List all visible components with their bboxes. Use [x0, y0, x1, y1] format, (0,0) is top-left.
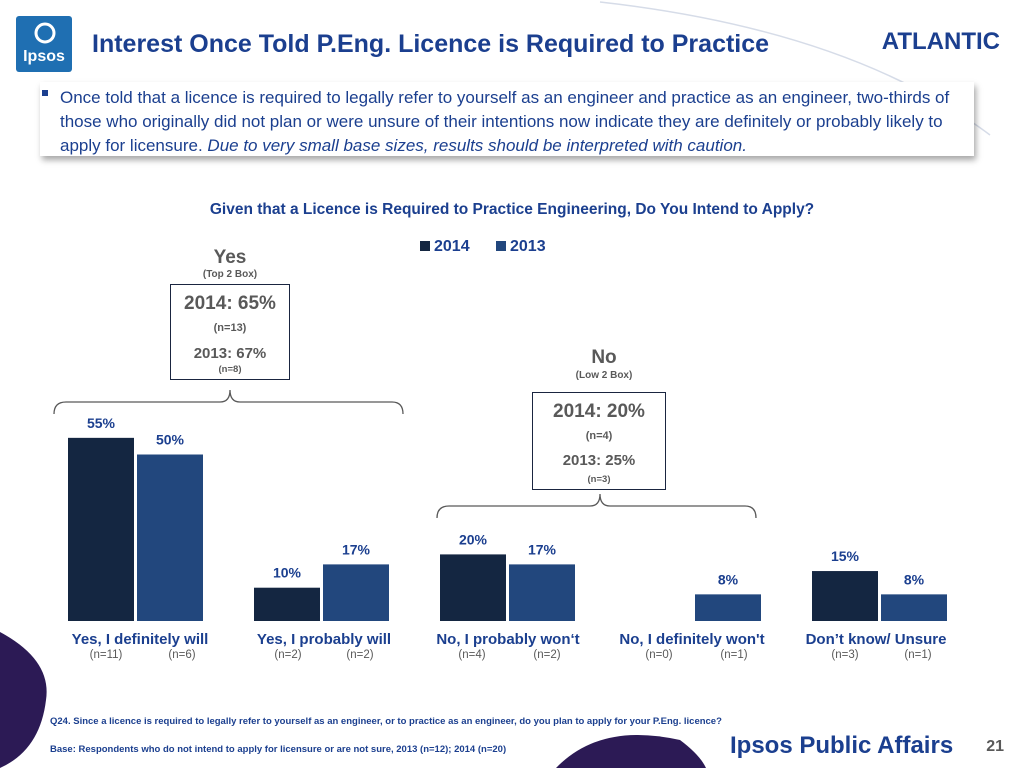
- yes-summary-n-2014: (n=13): [213, 322, 247, 334]
- no-summary-n-2014: (n=4): [585, 430, 613, 442]
- bar-2014-5: [812, 571, 878, 621]
- n-label-2013-2: (n=2): [346, 649, 374, 661]
- n-label-2014-2: (n=2): [274, 649, 302, 661]
- legend-label-2014: 2014: [434, 238, 470, 255]
- summary-text: Once told that a licence is required to …: [60, 86, 965, 158]
- yes-group-sub: (Top 2 Box): [202, 269, 258, 280]
- decor-circle-left: [0, 632, 47, 768]
- category-label-3: No, I probably won‘t: [436, 631, 580, 648]
- data-label-2014-3: 20%: [459, 531, 488, 547]
- decor-circle-bottom: [556, 734, 706, 768]
- no-summary-box: 2014: 20% (n=4) 2013: 25% (n=3): [532, 392, 666, 490]
- n-label-2013-1: (n=6): [168, 649, 196, 661]
- category-label-1: Yes, I definitely will: [71, 631, 209, 648]
- category-label-2: Yes, I probably will: [256, 631, 392, 648]
- bar-2013-4: [695, 594, 761, 621]
- data-label-2014-5: 15%: [831, 548, 860, 564]
- logo-mark-icon: [34, 22, 56, 44]
- no-summary-n-2013: (n=3): [587, 474, 611, 485]
- no-summary-2014: 2014: 20%: [553, 401, 645, 422]
- legend-item-2013: 2013: [496, 238, 546, 256]
- summary-main: Once told that a licence is required to …: [60, 88, 950, 155]
- summary-caution: Due to very small base sizes, results sh…: [207, 136, 747, 155]
- category-label-5: Don’t know/ Unsure: [805, 631, 947, 648]
- data-label-2014-1: 55%: [87, 415, 116, 431]
- yes-group-heading: Yes: [213, 247, 247, 268]
- no-group-heading: No: [591, 347, 617, 368]
- legend-label-2013: 2013: [510, 238, 546, 255]
- n-label-2014-1: (n=11): [89, 649, 123, 661]
- category-label-4: No, I definitely won't: [619, 631, 765, 648]
- bar-2014-3: [440, 554, 506, 621]
- brand-wordmark: Ipsos Public Affairs: [730, 732, 954, 759]
- chart-title: Given that a Licence is Required to Prac…: [209, 201, 815, 218]
- footnote-question: Q24. Since a licence is required to lega…: [50, 716, 722, 727]
- logo-text: Ipsos: [23, 48, 65, 65]
- page-title: Interest Once Told P.Eng. Licence is Req…: [92, 30, 770, 58]
- ipsos-logo: Ipsos: [16, 16, 72, 72]
- n-label-2013-4: (n=1): [720, 649, 748, 661]
- yes-summary-2013: 2013: 67%: [193, 345, 267, 362]
- data-label-2014-2: 10%: [273, 565, 302, 581]
- bar-2013-1: [137, 454, 203, 621]
- page-number: 21: [986, 738, 1004, 755]
- yes-summary-2014: 2014: 65%: [184, 293, 276, 314]
- legend-item-2014: 2014: [420, 238, 470, 256]
- legend-swatch-2013: [496, 241, 506, 251]
- data-label-2013-1: 50%: [156, 432, 185, 448]
- no-summary-2013: 2013: 25%: [562, 452, 636, 469]
- yes-summary-n-2013: (n=8): [218, 364, 242, 375]
- summary-box: [40, 82, 974, 156]
- bar-2013-3: [509, 564, 575, 621]
- region-label: ATLANTIC: [881, 28, 1000, 55]
- bar-2014-1: [68, 437, 134, 621]
- data-label-2013-5: 8%: [904, 571, 925, 587]
- bar-2013-5: [881, 594, 947, 621]
- n-label-2014-4: (n=0): [645, 649, 673, 661]
- no-group-sub: (Low 2 Box): [575, 370, 633, 381]
- data-label-2013-4: 8%: [718, 571, 739, 587]
- n-label-2014-5: (n=3): [831, 649, 859, 661]
- legend-swatch-2014: [420, 241, 430, 251]
- bar-2013-2: [323, 564, 389, 621]
- n-label-2013-5: (n=1): [904, 649, 932, 661]
- footnote-base: Base: Respondents who do not intend to a…: [50, 744, 507, 755]
- yes-summary-box: 2014: 65% (n=13) 2013: 67% (n=8): [170, 284, 290, 380]
- n-label-2014-3: (n=4): [458, 649, 486, 661]
- bar-2014-2: [254, 587, 320, 621]
- bullet-icon: [42, 90, 48, 96]
- data-label-2013-3: 17%: [528, 541, 557, 557]
- n-label-2013-3: (n=2): [533, 649, 561, 661]
- data-label-2013-2: 17%: [342, 541, 371, 557]
